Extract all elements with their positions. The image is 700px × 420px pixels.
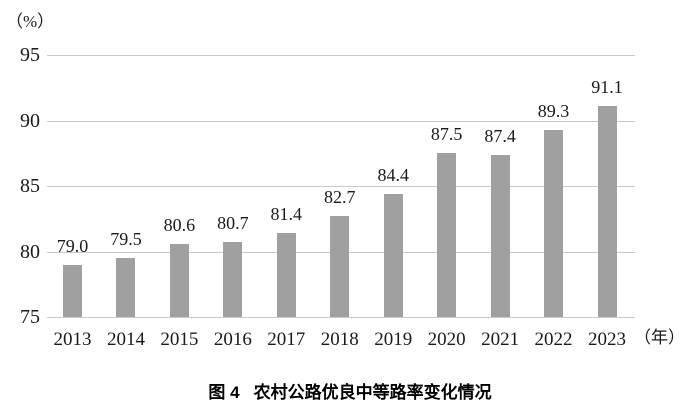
figure-title: 农村公路优良中等路率变化情况 bbox=[253, 383, 492, 402]
bar-2021 bbox=[490, 154, 510, 317]
bar-2023 bbox=[597, 106, 617, 317]
bar-2013 bbox=[63, 264, 82, 317]
bar-value-label: 84.4 bbox=[377, 164, 409, 185]
bar-value-label: 79.5 bbox=[110, 229, 142, 250]
x-tick-label: 2019 bbox=[374, 329, 413, 350]
x-tick-label: 2023 bbox=[588, 329, 626, 350]
bar-2019 bbox=[383, 193, 403, 317]
gridline-90 bbox=[47, 120, 635, 122]
x-tick-label: 2021 bbox=[481, 329, 520, 350]
x-tick-label: 2022 bbox=[534, 329, 573, 350]
y-tick-label: 80 bbox=[20, 240, 40, 263]
x-tick-label: 2016 bbox=[213, 329, 252, 350]
x-tick-label: 2015 bbox=[160, 329, 199, 350]
bar-value-label: 82.7 bbox=[324, 187, 356, 208]
gridline-95 bbox=[47, 55, 635, 56]
x-tick-label: 2013 bbox=[53, 329, 92, 350]
bar-value-label: 80.6 bbox=[163, 214, 196, 235]
y-tick-label: 90 bbox=[20, 109, 40, 132]
bar-value-label: 87.5 bbox=[430, 124, 463, 145]
bar-2017 bbox=[276, 233, 296, 317]
x-tick-label: 2014 bbox=[106, 329, 145, 350]
x-tick-label: 2017 bbox=[267, 329, 306, 350]
bar-value-label: 81.4 bbox=[270, 204, 303, 225]
gridline-85 bbox=[47, 186, 635, 187]
bar-2020 bbox=[437, 153, 457, 317]
figure-number: 图 4 bbox=[208, 383, 240, 402]
y-tick-label: 95 bbox=[20, 44, 40, 66]
gridline-75 bbox=[47, 317, 635, 318]
bar-2014 bbox=[116, 258, 136, 317]
x-tick-label: 2020 bbox=[427, 329, 466, 350]
bar-2016 bbox=[223, 242, 243, 317]
bar-2022 bbox=[544, 129, 564, 317]
figure-caption: 图 4 农村公路优良中等路率变化情况 bbox=[0, 378, 700, 403]
y-tick-label: 85 bbox=[20, 175, 40, 197]
bar-value-label: 91.1 bbox=[591, 77, 623, 98]
bar-2015 bbox=[169, 243, 189, 317]
y-tick-label: 75 bbox=[20, 306, 40, 328]
bar-value-label: 79.0 bbox=[56, 235, 89, 256]
bar-value-label: 80.7 bbox=[217, 213, 249, 234]
x-tick-label: 2018 bbox=[320, 329, 359, 350]
bar-value-label: 87.4 bbox=[484, 125, 516, 146]
bar-value-label: 89.3 bbox=[537, 100, 570, 121]
x-axis-unit-label: （年） bbox=[634, 328, 685, 347]
y-axis-unit-label: （%） bbox=[6, 12, 55, 31]
bar-2018 bbox=[330, 216, 350, 317]
